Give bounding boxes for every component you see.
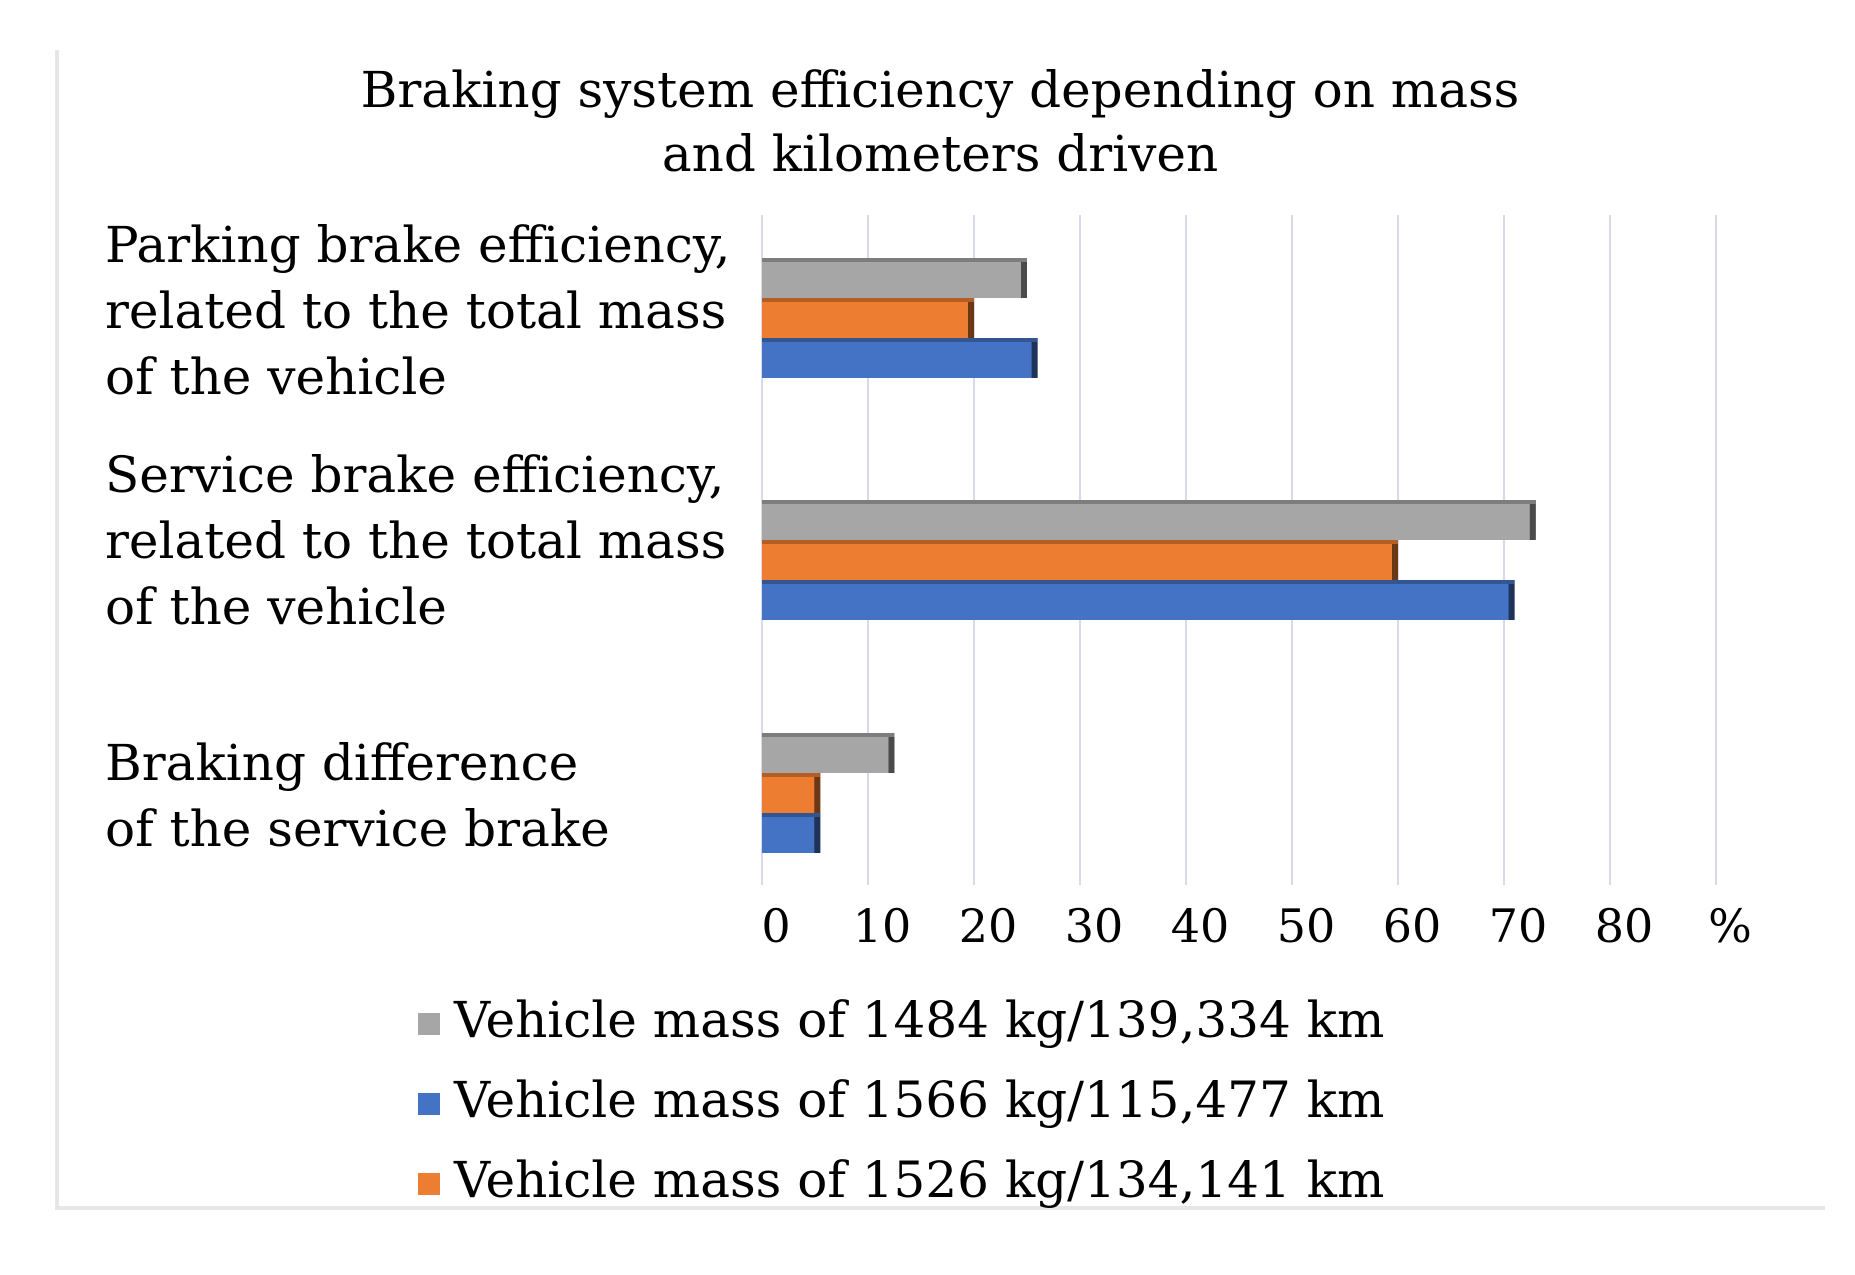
x-tick-label: 50 bbox=[1277, 899, 1336, 953]
bar-edge bbox=[762, 298, 974, 302]
bar-edge bbox=[762, 500, 1536, 504]
bar-edge bbox=[762, 338, 1038, 342]
x-tick-label: 30 bbox=[1065, 899, 1124, 953]
bar-edge bbox=[762, 258, 1027, 262]
bar-cap bbox=[1508, 580, 1515, 620]
bar-gray-0 bbox=[762, 258, 1027, 298]
bar-cap bbox=[814, 773, 821, 813]
legend-item: Vehicle mass of 1566 kg/115,477 km bbox=[418, 1060, 1384, 1140]
bar-orange-2 bbox=[762, 773, 821, 813]
x-tick-label: 70 bbox=[1489, 899, 1548, 953]
bar-cap bbox=[888, 733, 895, 773]
legend-swatch bbox=[418, 1013, 440, 1035]
x-tick-label: 80 bbox=[1595, 899, 1654, 953]
category-label-parking: Parking brake efficiency, related to the… bbox=[105, 216, 731, 406]
bar-blue-1 bbox=[762, 580, 1515, 620]
x-tick-label: % bbox=[1708, 899, 1752, 953]
bar-edge bbox=[762, 580, 1515, 584]
bar-edge bbox=[762, 813, 821, 817]
bar-cap bbox=[968, 298, 974, 338]
legend-label: Vehicle mass of 1526 kg/134,141 km bbox=[454, 1151, 1385, 1209]
x-tick-label: 0 bbox=[761, 899, 790, 953]
legend-swatch bbox=[418, 1093, 440, 1115]
legend-item: Vehicle mass of 1526 kg/134,141 km bbox=[418, 1140, 1384, 1220]
legend-swatch bbox=[418, 1173, 440, 1195]
bar-gray-2 bbox=[762, 733, 895, 773]
legend-label: Vehicle mass of 1566 kg/115,477 km bbox=[454, 1071, 1385, 1129]
bar-cap bbox=[1021, 258, 1027, 298]
x-tick-label: 40 bbox=[1171, 899, 1230, 953]
x-tick-label: 10 bbox=[853, 899, 912, 953]
bar-edge bbox=[762, 540, 1398, 544]
chart-title: Braking system efficiency depending on m… bbox=[360, 61, 1520, 183]
category-label-difference: Braking difference of the service brake bbox=[105, 734, 610, 858]
bar-cap bbox=[1031, 338, 1038, 378]
legend-label: Vehicle mass of 1484 kg/139,334 km bbox=[454, 991, 1385, 1049]
bar-blue-2 bbox=[762, 813, 821, 853]
category-label-service: Service brake efficiency, related to the… bbox=[105, 446, 727, 636]
bar-orange-0 bbox=[762, 298, 974, 338]
bar-cap bbox=[814, 813, 821, 853]
bar-gray-1 bbox=[762, 500, 1536, 540]
x-tick-label: 20 bbox=[959, 899, 1018, 953]
bar-blue-0 bbox=[762, 338, 1038, 378]
bar-edge bbox=[762, 773, 821, 777]
legend-item: Vehicle mass of 1484 kg/139,334 km bbox=[418, 980, 1384, 1060]
bar-cap bbox=[1392, 540, 1398, 580]
bar-cap bbox=[1529, 500, 1536, 540]
legend: Vehicle mass of 1484 kg/139,334 km Vehicl… bbox=[418, 980, 1384, 1220]
bar-edge bbox=[762, 733, 895, 737]
bar-orange-1 bbox=[762, 540, 1398, 580]
chart-frame bbox=[55, 50, 1825, 1210]
x-tick-label: 60 bbox=[1383, 899, 1442, 953]
